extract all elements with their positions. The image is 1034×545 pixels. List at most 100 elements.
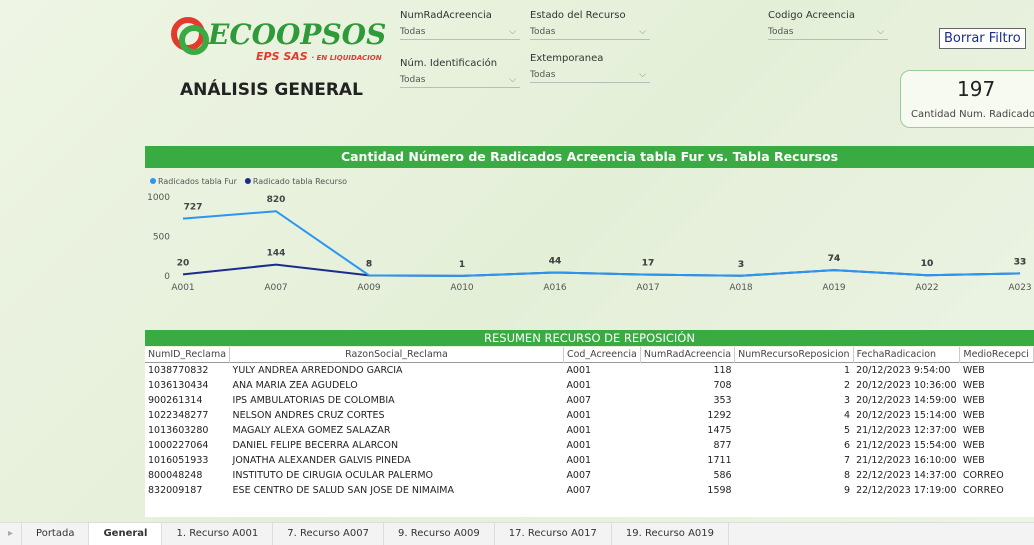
table-cell: 8 bbox=[844, 470, 851, 481]
clear-filter-button[interactable]: Borrar Filtro bbox=[939, 28, 1026, 49]
table-cell: A007 bbox=[566, 470, 592, 481]
page-title: ANÁLISIS GENERAL bbox=[180, 80, 363, 100]
table-cell: 1022348277 bbox=[148, 410, 209, 421]
table-cell: A007 bbox=[566, 485, 592, 496]
table-cell: 118 bbox=[713, 365, 732, 376]
table-cell: 9 bbox=[844, 485, 851, 496]
table-row: 800048248 INSTITUTO DE CIRUGIA OCULAR PAL… bbox=[145, 468, 1034, 483]
data-label: 10 bbox=[921, 259, 934, 269]
table-cell: 800048248 bbox=[148, 470, 203, 481]
table-cell: WEB bbox=[962, 455, 985, 466]
data-label: 33 bbox=[1014, 257, 1027, 267]
filter: Extemporanea Todas bbox=[530, 53, 650, 83]
data-label: 10 bbox=[921, 259, 934, 269]
series-line bbox=[182, 210, 1021, 277]
x-tick-label: A017 bbox=[636, 283, 659, 293]
y-tick-label: 0 bbox=[164, 272, 170, 282]
x-tick-label: A016 bbox=[543, 283, 567, 293]
table-cell: A007 bbox=[566, 395, 592, 406]
filter-value[interactable]: Todas bbox=[768, 27, 888, 40]
data-label: 74 bbox=[828, 254, 841, 264]
data-label: 33 bbox=[1014, 257, 1027, 267]
data-label: 3 bbox=[738, 260, 744, 270]
kpi-card: 197 Cantidad Num. Radicado bbox=[900, 70, 1034, 128]
tab[interactable]: 17. Recurso A017 bbox=[495, 523, 612, 545]
table-cell: YULY ANDREA ARREDONDO GARCIA bbox=[232, 365, 403, 376]
tab-bar: ▸ Portada General 1. Recurso A001 7. Recurso… bbox=[0, 522, 1034, 545]
x-tick-label: A009 bbox=[357, 283, 381, 293]
tab[interactable]: 1. Recurso A001 bbox=[162, 523, 274, 545]
table-row: 900261314 IPS AMBULATORIAS DE COLOMBIA A00… bbox=[145, 393, 1034, 408]
filter-value[interactable]: Todas bbox=[400, 75, 520, 88]
filter-label: NumRadAcreencia bbox=[400, 10, 492, 21]
chart: 0 500 1000 A001 A007 A009 A010 A016 A017 A018 A019… bbox=[147, 177, 1032, 293]
x-tick-label: A023 bbox=[1008, 283, 1031, 293]
table-row: 832009187 ESE CENTRO DE SALUD SAN JOSE DE… bbox=[145, 483, 1034, 498]
table-cell: 1038770832 bbox=[148, 365, 209, 376]
x-tick-label: A007 bbox=[264, 283, 287, 293]
tab[interactable]: 7. Recurso A007 bbox=[273, 523, 384, 545]
table-cell: 1000227064 bbox=[148, 440, 209, 451]
column-header: RazonSocial_Reclama bbox=[229, 347, 564, 363]
table-row: 1036130434 ANA MARIA ZEA AGUDELO A001 708 2 2… bbox=[145, 378, 1034, 393]
legend-marker bbox=[244, 178, 251, 184]
tab[interactable]: 19. Recurso A019 bbox=[612, 523, 730, 545]
y-tick-label: 1000 bbox=[147, 193, 170, 203]
column-header: NumRadAcreencia bbox=[640, 347, 736, 363]
table-title: RESUMEN RECURSO DE REPOSICIÓN bbox=[145, 330, 1034, 346]
table-cell: JONATHA ALEXANDER GALVIS PINEDA bbox=[232, 455, 411, 466]
filter-label: Codigo Acreencia bbox=[768, 10, 855, 21]
legend-label: Radicado tabla Recurso bbox=[253, 177, 347, 186]
table-cell: WEB bbox=[962, 440, 985, 451]
table-cell: WEB bbox=[962, 365, 985, 376]
table-cell: WEB bbox=[962, 380, 985, 391]
data-label: 20 bbox=[177, 258, 190, 268]
kpi-value: 197 bbox=[957, 77, 996, 101]
table-cell: 832009187 bbox=[148, 485, 203, 496]
table-cell: 1036130434 bbox=[148, 380, 209, 391]
table-cell: A001 bbox=[566, 425, 592, 436]
data-label: 144 bbox=[267, 249, 286, 259]
data-label: 17 bbox=[642, 259, 655, 269]
tab[interactable]: General bbox=[89, 523, 163, 545]
legend-marker bbox=[150, 178, 156, 184]
filter-value[interactable]: Todas bbox=[530, 70, 650, 83]
table-cell: ANA MARIA ZEA AGUDELO bbox=[232, 380, 358, 391]
table-cell: 22/12/2023 14:37:00 bbox=[856, 470, 957, 481]
chart-title: Cantidad Número de Radicados Acreencia t… bbox=[145, 146, 1034, 168]
tab[interactable]: Portada bbox=[22, 523, 90, 545]
table-cell: A001 bbox=[566, 440, 592, 451]
filter: Núm. Identificación Todas bbox=[400, 58, 520, 88]
table-container: NumID_Reclama RazonSocial_Reclama Cod_Acre… bbox=[145, 347, 1034, 517]
table-cell: 1013603280 bbox=[148, 425, 209, 436]
table-cell: NELSON ANDRES CRUZ CORTES bbox=[232, 410, 385, 421]
tab[interactable]: 9. Recurso A009 bbox=[384, 523, 495, 545]
table-cell: 900261314 bbox=[148, 395, 203, 406]
x-tick-label: A022 bbox=[915, 283, 938, 293]
x-tick-label: A018 bbox=[729, 283, 753, 293]
table-cell: 3 bbox=[844, 395, 851, 406]
table-cell: 1475 bbox=[707, 425, 732, 436]
table-cell: CORREO bbox=[962, 470, 1004, 481]
table-cell: 586 bbox=[713, 470, 732, 481]
data-label: 8 bbox=[366, 259, 372, 269]
table-row: 1038770832 YULY ANDREA ARREDONDO GARCIA A0… bbox=[145, 362, 1034, 379]
filter-label: Estado del Recurso bbox=[530, 10, 626, 21]
data-label: 74 bbox=[828, 254, 841, 264]
column-header: NumRecursoReposicion bbox=[734, 347, 854, 363]
table-cell: INSTITUTO DE CIRUGIA OCULAR PALERMO bbox=[232, 470, 434, 481]
table-row: 1013603280 MAGALY ALEXA GOMEZ SALAZAR A001… bbox=[145, 423, 1034, 438]
filter-value[interactable]: Todas bbox=[400, 27, 520, 40]
table-cell: 20/12/2023 9:54:00 bbox=[856, 365, 951, 376]
table-cell: 5 bbox=[844, 425, 851, 436]
column-header: NumID_Reclama bbox=[145, 347, 231, 363]
logo-icon bbox=[171, 17, 209, 55]
table-cell: WEB bbox=[962, 395, 985, 406]
table-cell: 20/12/2023 14:59:00 bbox=[856, 395, 957, 406]
logo-text: ECOOPSOS bbox=[208, 18, 387, 51]
table-cell: A001 bbox=[566, 380, 592, 391]
filter-value[interactable]: Todas bbox=[530, 27, 650, 40]
table-row: 1022348277 NELSON ANDRES CRUZ CORTES A001 1… bbox=[145, 408, 1034, 423]
filter: NumRadAcreencia Todas bbox=[400, 10, 520, 40]
